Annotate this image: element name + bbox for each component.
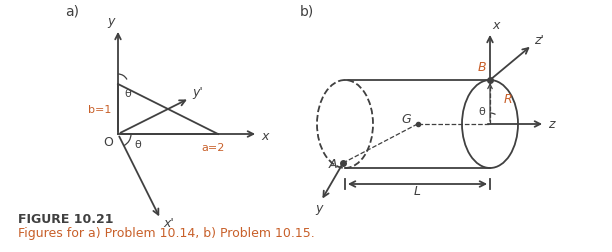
Text: y: y [315,201,323,214]
Text: A: A [329,157,337,170]
Text: x: x [261,129,269,142]
Text: L: L [414,184,421,197]
Text: B: B [478,61,487,74]
Text: θ: θ [478,107,485,116]
Text: R: R [504,93,513,106]
Text: y': y' [193,86,203,99]
Text: z': z' [534,34,544,47]
Text: Figures for a) Problem 10.14, b) Problem 10.15.: Figures for a) Problem 10.14, b) Problem… [18,226,315,239]
Text: G: G [401,113,411,125]
Text: θ: θ [124,89,131,99]
Text: x': x' [163,216,174,229]
Text: FIGURE 10.21: FIGURE 10.21 [18,212,113,225]
Text: O: O [103,136,113,149]
Text: z: z [548,118,554,131]
Text: b=1: b=1 [88,105,111,115]
Text: a): a) [65,4,79,18]
Text: a=2: a=2 [201,142,225,152]
Text: y: y [107,15,114,28]
Text: x: x [492,19,499,32]
Text: b): b) [300,4,314,18]
Text: θ: θ [134,139,141,149]
